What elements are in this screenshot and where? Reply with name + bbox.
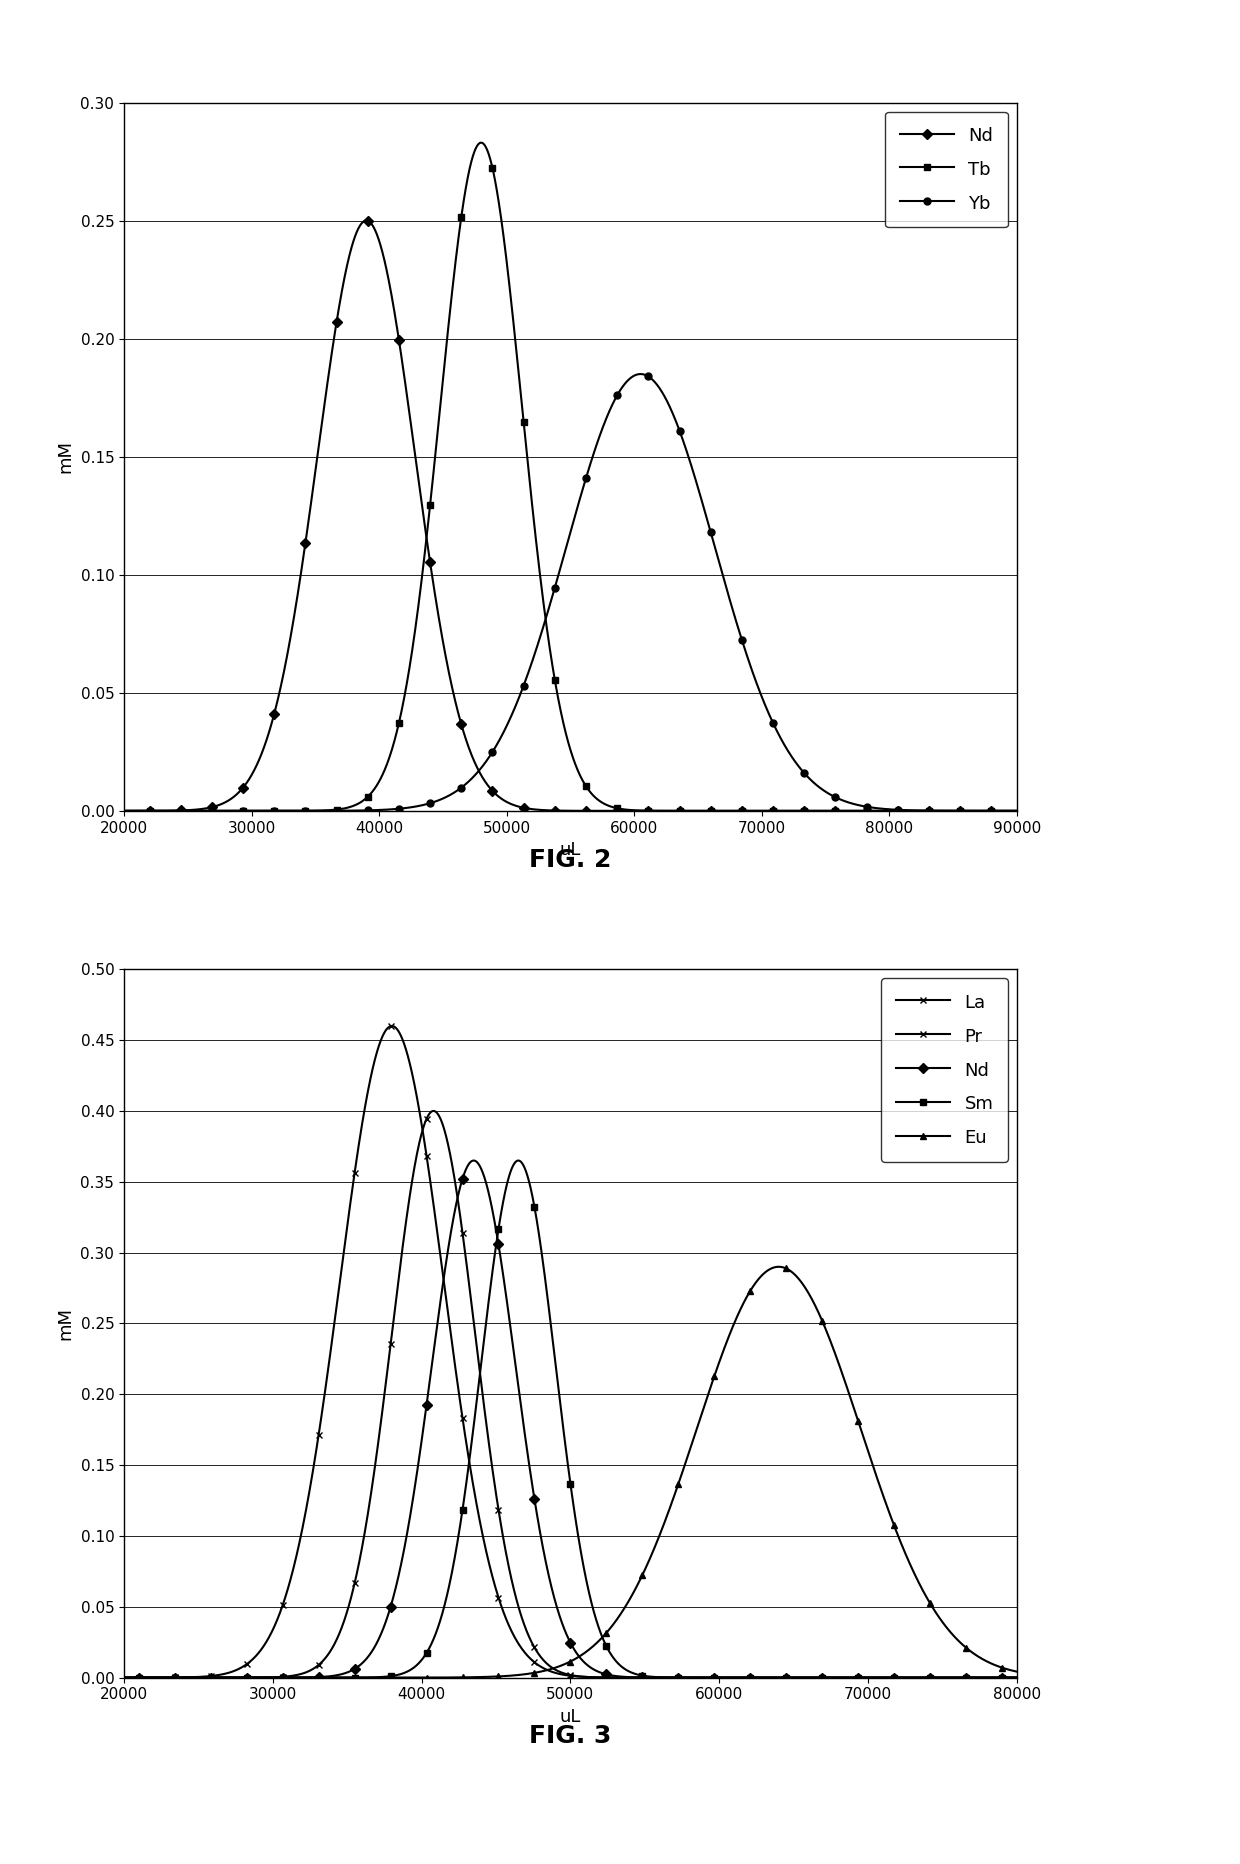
X-axis label: uL: uL — [559, 841, 582, 859]
Legend: Nd, Tb, Yb: Nd, Tb, Yb — [885, 112, 1008, 227]
Text: FIG. 2: FIG. 2 — [529, 848, 611, 872]
Text: FIG. 3: FIG. 3 — [529, 1724, 611, 1748]
X-axis label: uL: uL — [559, 1707, 582, 1726]
Y-axis label: mM: mM — [57, 440, 74, 473]
Y-axis label: mM: mM — [57, 1307, 74, 1340]
Legend: La, Pr, Nd, Sm, Eu: La, Pr, Nd, Sm, Eu — [882, 979, 1008, 1161]
